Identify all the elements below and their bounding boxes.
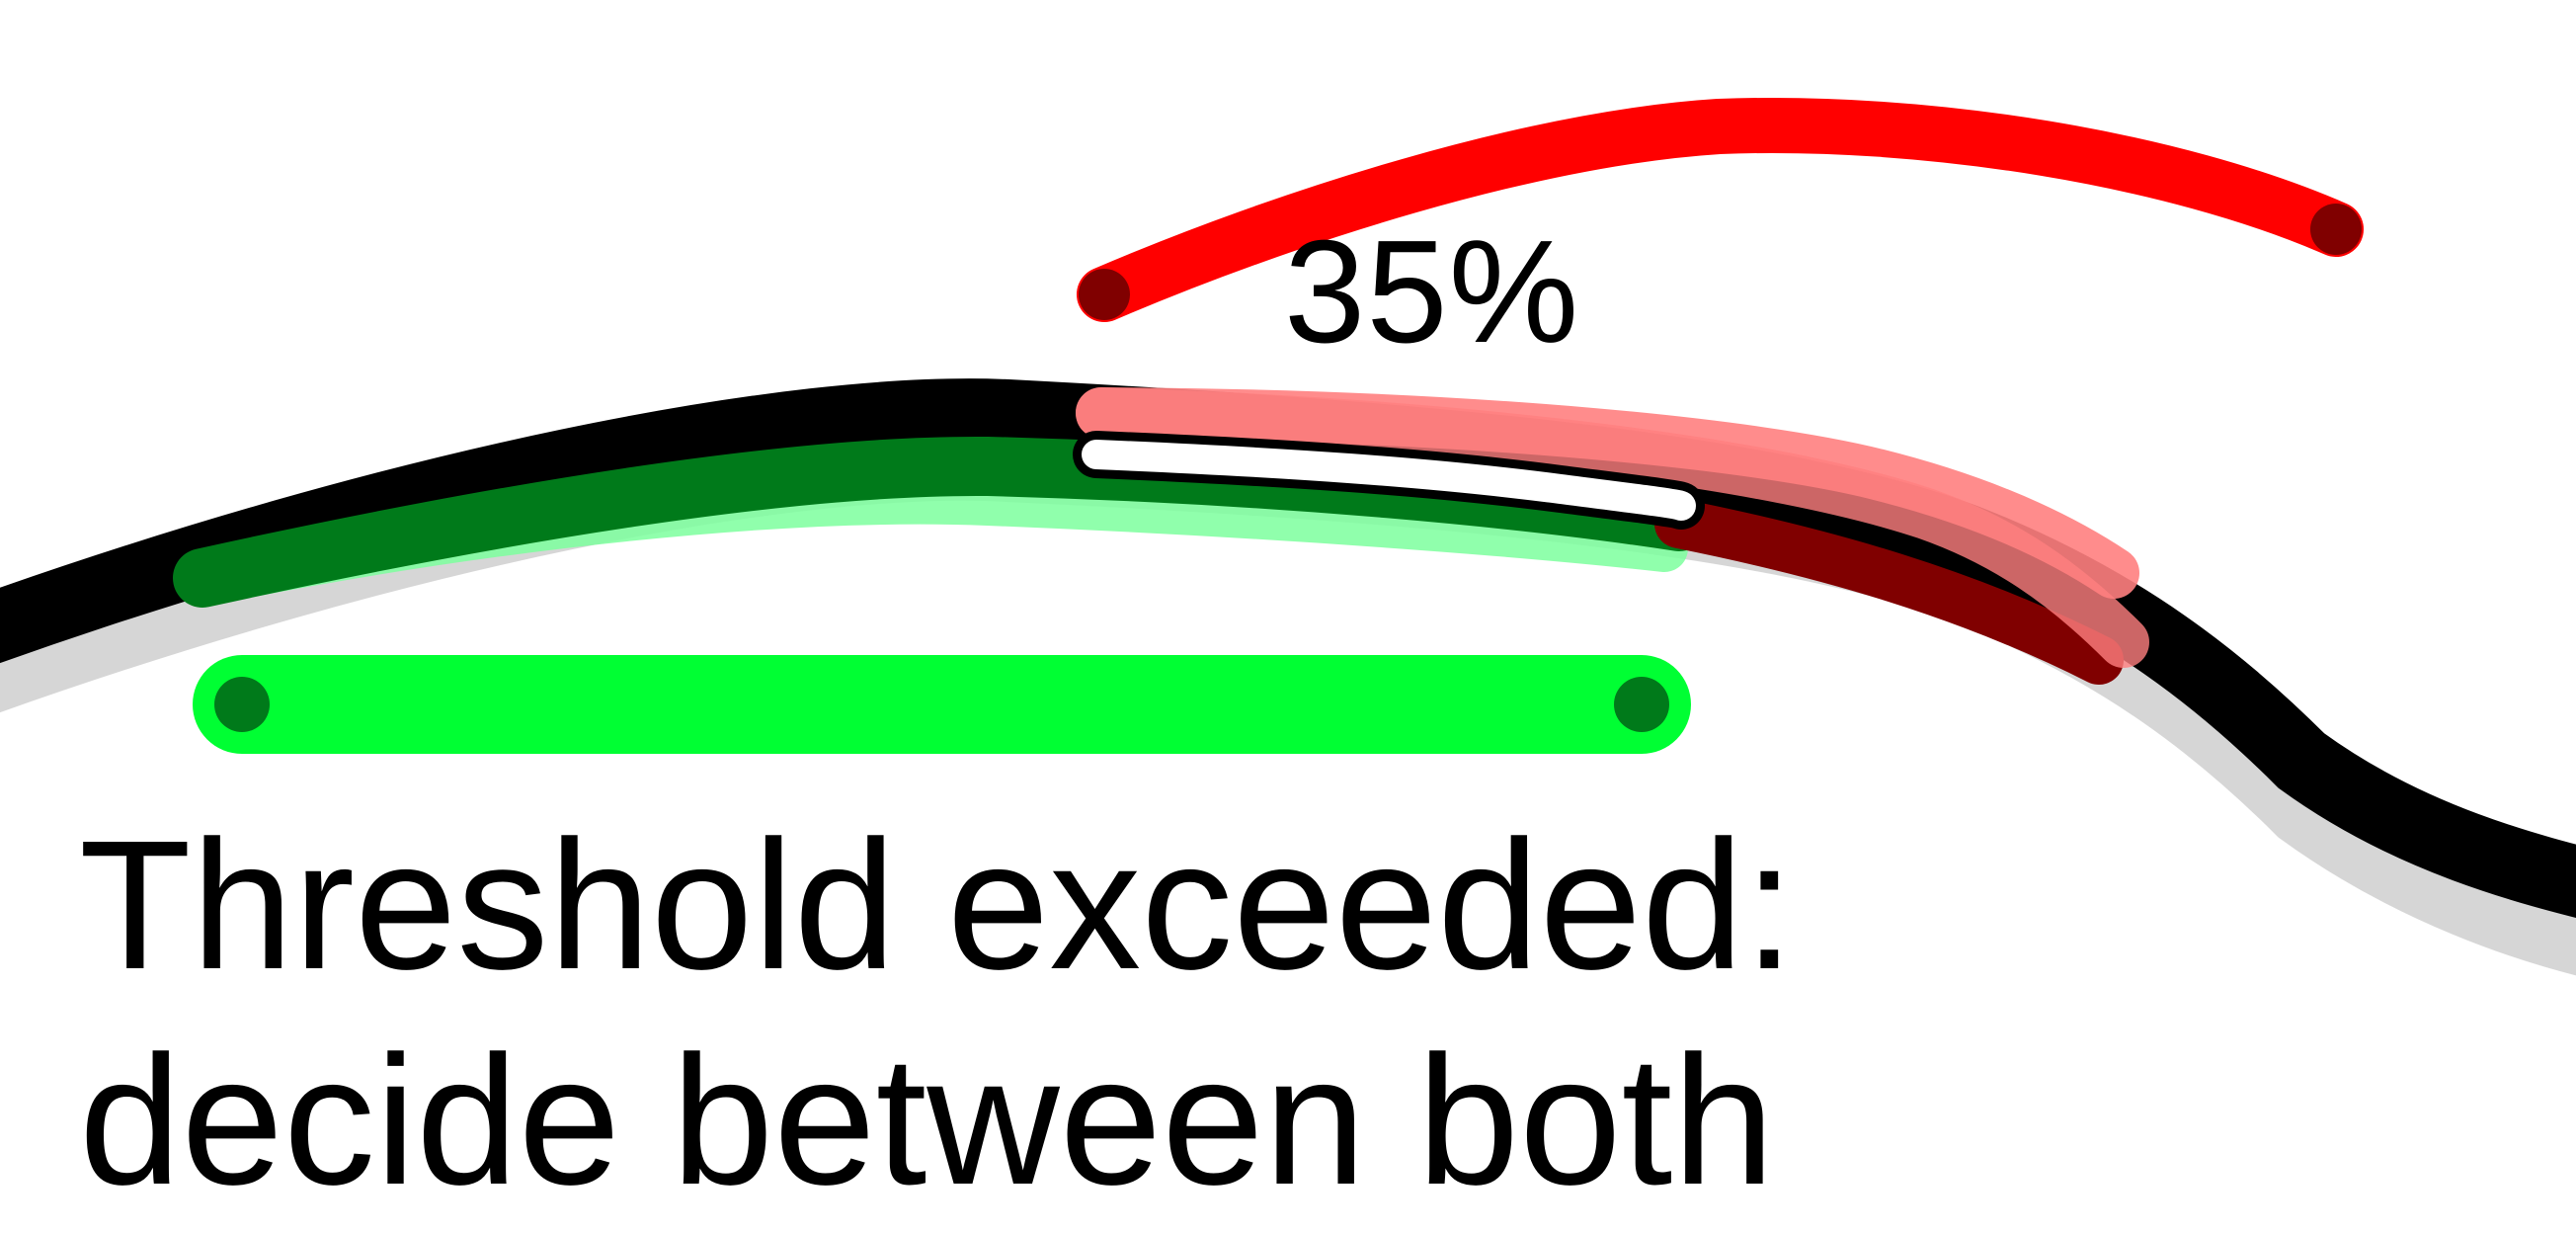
dot-icon (1079, 269, 1130, 320)
message-line-1: Threshold exceeded: (79, 803, 1796, 1008)
dot-icon (2310, 204, 2362, 255)
current-segment (1082, 440, 1696, 521)
dot-icon (214, 677, 270, 732)
percentage-label: 35% (1284, 210, 1580, 373)
decision-message: Threshold exceeded: decide between both (79, 798, 1795, 1229)
red-route-top (1077, 97, 2364, 322)
red-path-lower (1076, 387, 2149, 668)
message-line-2: decide between both (79, 1019, 1775, 1223)
dot-icon (1614, 677, 1669, 732)
red-path-overlap (1654, 499, 2124, 685)
